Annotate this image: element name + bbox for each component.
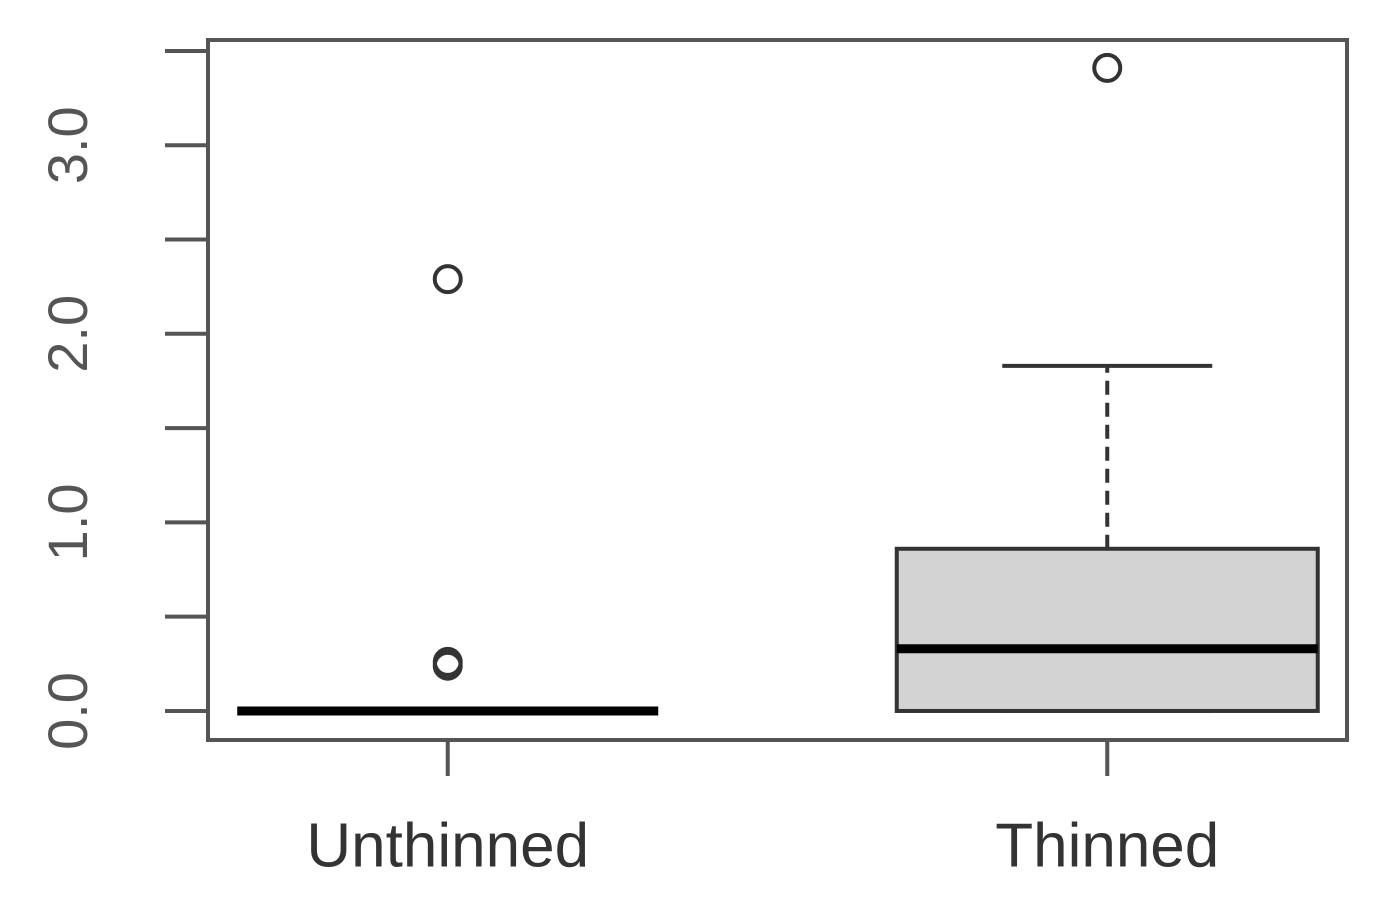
outlier: [432, 264, 463, 295]
y-tick-label: 3.0: [36, 106, 99, 184]
x-tick-label: Thinned: [995, 811, 1219, 880]
y-tick-label: 1.0: [36, 483, 99, 561]
y-tick-label: 0.0: [36, 672, 99, 750]
box: [894, 546, 1320, 713]
plot-frame: [206, 38, 1349, 742]
outlier: [432, 650, 463, 681]
outlier: [1092, 52, 1123, 83]
y-tick-label: 2.0: [36, 295, 99, 373]
x-tick-label: Unthinned: [306, 811, 589, 880]
